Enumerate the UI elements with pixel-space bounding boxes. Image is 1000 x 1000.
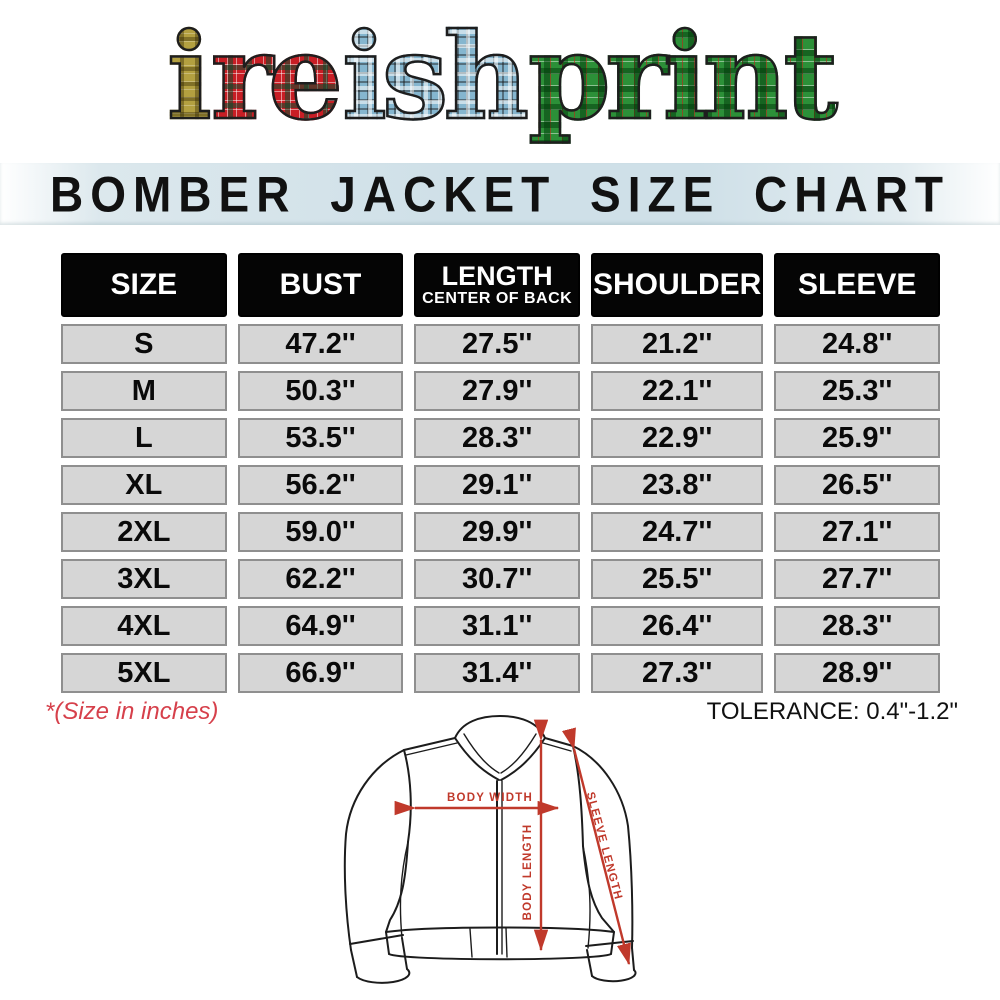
brand-segment-red: re xyxy=(210,6,345,148)
cell-bust: 56.2'' xyxy=(237,465,404,505)
brand-segment-green: print xyxy=(527,6,839,148)
cell-bust: 62.2'' xyxy=(237,559,404,599)
brand-logo: ireishprint xyxy=(0,2,1000,160)
sleeve-length-arrow xyxy=(561,727,631,966)
cell-length: 31.4'' xyxy=(414,653,580,693)
cell-bust: 64.9'' xyxy=(237,606,404,646)
cell-sleeve: 27.1'' xyxy=(774,512,940,552)
cell-shoulder: 21.2'' xyxy=(590,324,764,364)
jacket-measurement-diagram: BODY WIDTH BODY LENGTH SLEEVE LENGTH xyxy=(343,715,637,984)
cell-shoulder: 23.8'' xyxy=(590,465,764,505)
cell-size: 5XL xyxy=(61,653,227,693)
cell-bust: 47.2'' xyxy=(237,324,404,364)
cell-length: 30.7'' xyxy=(414,559,580,599)
cell-length: 29.9'' xyxy=(414,512,580,552)
column-header-label: SIZE xyxy=(110,268,178,302)
column-header-label: LENGTH xyxy=(441,261,553,292)
brand-segment-blue: ish xyxy=(341,6,531,148)
cell-size: L xyxy=(61,418,227,458)
cell-size: S xyxy=(61,324,227,364)
cell-bust: 66.9'' xyxy=(237,653,404,693)
cell-size: M xyxy=(61,371,227,411)
cell-sleeve: 25.9'' xyxy=(774,418,940,458)
column-header-length: LENGTH CENTER OF BACK xyxy=(414,253,580,317)
cell-shoulder: 22.1'' xyxy=(590,371,764,411)
cell-sleeve: 25.3'' xyxy=(774,371,940,411)
column-header-size: SIZE xyxy=(61,253,227,317)
cell-shoulder: 24.7'' xyxy=(590,512,764,552)
cell-sleeve: 28.3'' xyxy=(774,606,940,646)
cell-bust: 53.5'' xyxy=(237,418,404,458)
cell-shoulder: 27.3'' xyxy=(590,653,764,693)
size-chart-table: SIZE BUST LENGTH CENTER OF BACK SHOULDER… xyxy=(61,253,940,693)
brand-segment-yellow: i xyxy=(166,6,213,148)
cell-length: 31.1'' xyxy=(414,606,580,646)
title-banner: BOMBER JACKET SIZE CHART xyxy=(0,163,1000,225)
cell-size: 4XL xyxy=(61,606,227,646)
cell-size: 2XL xyxy=(61,512,227,552)
jacket-outline xyxy=(343,715,637,984)
cell-length: 27.5'' xyxy=(414,324,580,364)
cell-bust: 50.3'' xyxy=(237,371,404,411)
cell-length: 27.9'' xyxy=(414,371,580,411)
cell-shoulder: 22.9'' xyxy=(590,418,764,458)
column-header-label: BUST xyxy=(279,268,362,302)
column-header-bust: BUST xyxy=(237,253,404,317)
cell-bust: 59.0'' xyxy=(237,512,404,552)
column-header-label: SLEEVE xyxy=(797,268,917,302)
cell-size: XL xyxy=(61,465,227,505)
cell-size: 3XL xyxy=(61,559,227,599)
tolerance-note: TOLERANCE: 0.4"-1.2" xyxy=(706,698,958,725)
cell-length: 28.3'' xyxy=(414,418,580,458)
body-length-label: BODY LENGTH xyxy=(522,824,534,921)
cell-sleeve: 28.9'' xyxy=(774,653,940,693)
cell-sleeve: 26.5'' xyxy=(774,465,940,505)
page-title: BOMBER JACKET SIZE CHART xyxy=(49,165,951,223)
column-header-sleeve: SLEEVE xyxy=(774,253,940,317)
body-width-label: BODY WIDTH xyxy=(447,792,533,804)
cell-shoulder: 26.4'' xyxy=(590,606,764,646)
column-header-label: SHOULDER xyxy=(592,268,762,302)
cell-sleeve: 27.7'' xyxy=(774,559,940,599)
column-header-shoulder: SHOULDER xyxy=(590,253,764,317)
column-header-sub: CENTER OF BACK xyxy=(422,289,573,307)
cell-length: 29.1'' xyxy=(414,465,580,505)
cell-sleeve: 24.8'' xyxy=(774,324,940,364)
cell-shoulder: 25.5'' xyxy=(590,559,764,599)
size-in-inches-note: *(Size in inches) xyxy=(45,698,219,725)
